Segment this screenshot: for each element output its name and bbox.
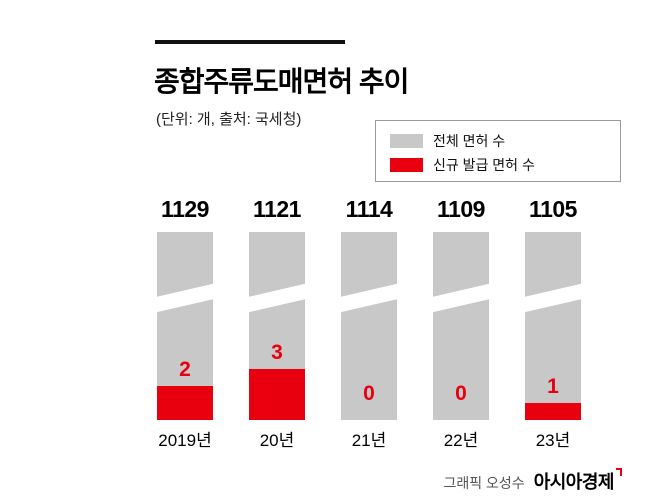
category-label: 2019년 — [158, 431, 212, 450]
bar-column: 1109 0 22년 — [415, 196, 507, 458]
axis-break — [341, 279, 397, 316]
new-license-bar — [157, 386, 213, 420]
new-value-label: 0 — [363, 382, 375, 405]
total-bar — [249, 232, 305, 420]
total-bar — [341, 232, 397, 420]
axis-break — [157, 279, 213, 316]
unit-source-note: (단위: 개, 출처: 국세청) — [156, 111, 302, 128]
new-license-bar — [249, 369, 305, 420]
bar-column: 1114 0 21년 — [323, 196, 415, 458]
category-label: 20년 — [259, 431, 295, 450]
bar-column: 1105 1 23년 — [507, 196, 599, 458]
total-value-label: 1105 — [529, 196, 577, 222]
axis-break — [433, 279, 489, 316]
brand-logo: 아시아경제 — [534, 468, 622, 494]
legend-row-total: 전체 면허 수 — [390, 130, 620, 151]
page-title: 종합주류도매면허 추이 — [154, 66, 409, 97]
category-label: 23년 — [535, 431, 571, 450]
bar-column: 1121 3 20년 — [231, 196, 323, 458]
new-value-label: 3 — [271, 341, 283, 364]
footer-credit: 그래픽 오성수 아시아경제 — [444, 468, 622, 494]
total-value-label: 1109 — [437, 196, 485, 222]
legend-row-new: 신규 발급 면허 수 — [390, 154, 620, 175]
total-bar — [433, 232, 489, 420]
bar-column: 1129 2 2019년 — [139, 196, 231, 458]
category-label: 22년 — [443, 431, 479, 450]
legend-swatch-total — [390, 133, 423, 148]
graphic-credit: 그래픽 오성수 — [443, 475, 525, 491]
total-bar — [157, 232, 213, 420]
brand-name: 아시아경제 — [533, 472, 615, 492]
axis-break — [249, 279, 305, 316]
legend: 전체 면허 수 신규 발급 면허 수 — [375, 120, 621, 182]
category-label: 21년 — [351, 431, 387, 450]
legend-label-new: 신규 발급 면허 수 — [433, 156, 535, 173]
axis-break — [525, 279, 581, 316]
total-bar — [525, 232, 581, 420]
total-value-label: 1114 — [345, 196, 393, 222]
total-value-label: 1121 — [253, 196, 301, 222]
new-value-label: 0 — [455, 382, 467, 405]
title-rule — [155, 40, 345, 44]
brand-mark-icon — [616, 468, 622, 476]
legend-swatch-new — [390, 157, 423, 172]
legend-label-total: 전체 면허 수 — [433, 132, 506, 149]
new-license-bar — [525, 403, 581, 420]
new-value-label: 1 — [547, 375, 559, 398]
total-value-label: 1129 — [161, 196, 209, 222]
new-value-label: 2 — [179, 358, 191, 381]
